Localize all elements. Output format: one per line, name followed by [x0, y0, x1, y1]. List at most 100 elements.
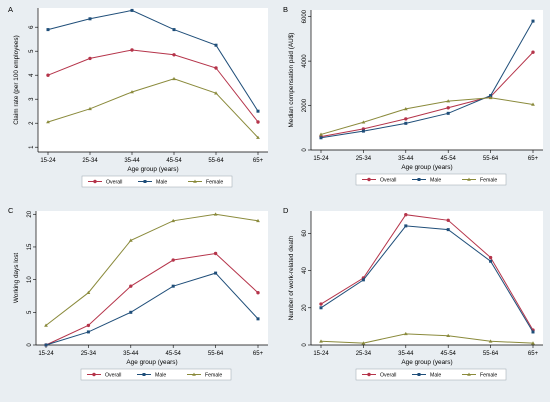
y-tick-label: 60: [302, 229, 308, 236]
data-point-male: [361, 129, 365, 133]
data-point-overall: [172, 53, 176, 57]
data-point-female: [403, 106, 408, 111]
y-tick-label: 40: [302, 267, 308, 274]
panel-c: C 0 5 10 15 20 15-24 25-34 35-44 45-54 55-64 65+ Age…: [0, 201, 275, 402]
data-point-female: [361, 120, 366, 124]
legend-label: Female: [206, 179, 223, 185]
legend-marker-male: [417, 178, 421, 181]
x-tick-label: 25-34: [356, 351, 372, 357]
data-point-male: [361, 278, 365, 282]
x-tick-label: 65+: [528, 351, 539, 357]
legend-marker-male: [143, 180, 147, 183]
data-point-overall: [404, 117, 408, 121]
data-point-overall: [446, 106, 450, 110]
data-point-female: [128, 238, 133, 242]
y-tick-label: 5: [29, 49, 35, 53]
x-tick-label: 55-64: [483, 156, 499, 162]
legend-marker-overall: [367, 177, 371, 182]
data-point-overall: [446, 218, 450, 223]
x-tick-label: 65+: [528, 156, 539, 162]
x-tick-label: 35-44: [398, 351, 414, 357]
y-tick-label: 0: [302, 343, 308, 347]
legend-label: Overall: [106, 179, 122, 185]
data-point-female: [130, 90, 134, 94]
x-tick-label: 45-54: [441, 156, 457, 162]
data-point-overall: [171, 258, 175, 262]
legend-label: Overall: [380, 177, 396, 183]
data-point-female: [46, 120, 50, 124]
y-tick-label: 4: [29, 73, 35, 77]
x-axis-title: Age group (years): [126, 359, 177, 366]
x-tick-label: 55-64: [208, 351, 224, 357]
y-tick-label: 5: [27, 310, 33, 314]
y-tick-label: 20: [27, 210, 33, 217]
x-tick-label: 35-44: [398, 156, 414, 162]
series-line-male: [320, 20, 534, 139]
data-point-overall: [213, 251, 218, 256]
legend-marker-female: [192, 372, 196, 376]
series-line-female: [45, 213, 259, 326]
x-tick-label: 15-24: [313, 156, 329, 162]
data-point-female: [488, 339, 493, 343]
data-point-overall: [256, 120, 260, 124]
legend-marker-overall: [93, 179, 97, 184]
x-axis-title: Age group (years): [401, 164, 452, 171]
y-tick-label: 10: [27, 276, 33, 283]
y-axis-title: Working days lost: [13, 253, 20, 304]
panel-d: D 0 20 40 60 15-24 25-34 35-44 45-54 55-64 65+ Age …: [275, 201, 550, 402]
panel-letter: B: [283, 5, 288, 14]
data-point-male: [130, 8, 134, 12]
y-tick-label: 3: [29, 97, 35, 101]
legend-marker-male: [417, 373, 421, 376]
x-tick-label: 25-34: [81, 351, 97, 357]
data-point-male: [88, 17, 92, 21]
y-tick-label: 2000: [302, 98, 308, 112]
series-line-male: [45, 272, 259, 346]
y-axis-title: Median compensation paid (AU$): [288, 33, 295, 128]
x-tick-label: 65+: [253, 158, 264, 164]
legend-label: Male: [156, 179, 167, 185]
x-tick-label: 35-44: [124, 158, 140, 164]
x-tick-label: 15-24: [40, 158, 56, 164]
legend-marker-female: [193, 179, 197, 183]
x-axis-title: Age group (years): [401, 359, 452, 366]
y-tick-label: 15: [27, 243, 33, 250]
x-axis-title: Age group (years): [127, 166, 178, 173]
data-point-female: [256, 135, 260, 139]
data-point-male: [531, 19, 535, 23]
plot-area: [38, 8, 268, 152]
series-line-female: [47, 78, 259, 138]
x-tick-label: 55-64: [208, 158, 224, 164]
legend-marker-female: [467, 177, 471, 181]
data-point-female: [361, 341, 366, 345]
data-point-female: [88, 106, 92, 111]
data-point-male: [129, 310, 133, 314]
plot-area: [311, 211, 543, 345]
data-point-male: [214, 271, 218, 275]
x-tick-label: 55-64: [483, 351, 499, 357]
data-point-female: [256, 218, 260, 223]
data-point-overall: [488, 255, 493, 260]
legend-marker-male: [142, 373, 146, 376]
panel-b: B 0 2000 4000 6000 15-24 25-34 35-44 45-54 55-64 6…: [275, 0, 550, 201]
legend-label: Female: [480, 372, 497, 378]
data-point-male: [489, 94, 493, 98]
data-point-male: [44, 343, 48, 347]
x-tick-label: 15-24: [313, 351, 329, 357]
series-line-overall: [320, 214, 534, 331]
legend-label: Overall: [380, 372, 396, 378]
data-point-overall: [531, 50, 535, 54]
y-axis-title: Claim rate (per 100 employees): [13, 35, 20, 125]
data-point-male: [446, 228, 450, 232]
legend-marker-overall: [367, 372, 371, 377]
legend-label: Male: [430, 372, 441, 378]
y-tick-label: 2: [29, 121, 35, 125]
data-point-female: [214, 91, 218, 95]
y-axis-title: Number of work-related death: [288, 235, 295, 320]
series-line-female: [320, 97, 534, 135]
data-point-female: [403, 331, 408, 336]
series-line-female: [320, 333, 534, 344]
data-point-male: [446, 111, 450, 115]
legend: [355, 173, 507, 186]
x-tick-label: 25-34: [356, 156, 372, 162]
